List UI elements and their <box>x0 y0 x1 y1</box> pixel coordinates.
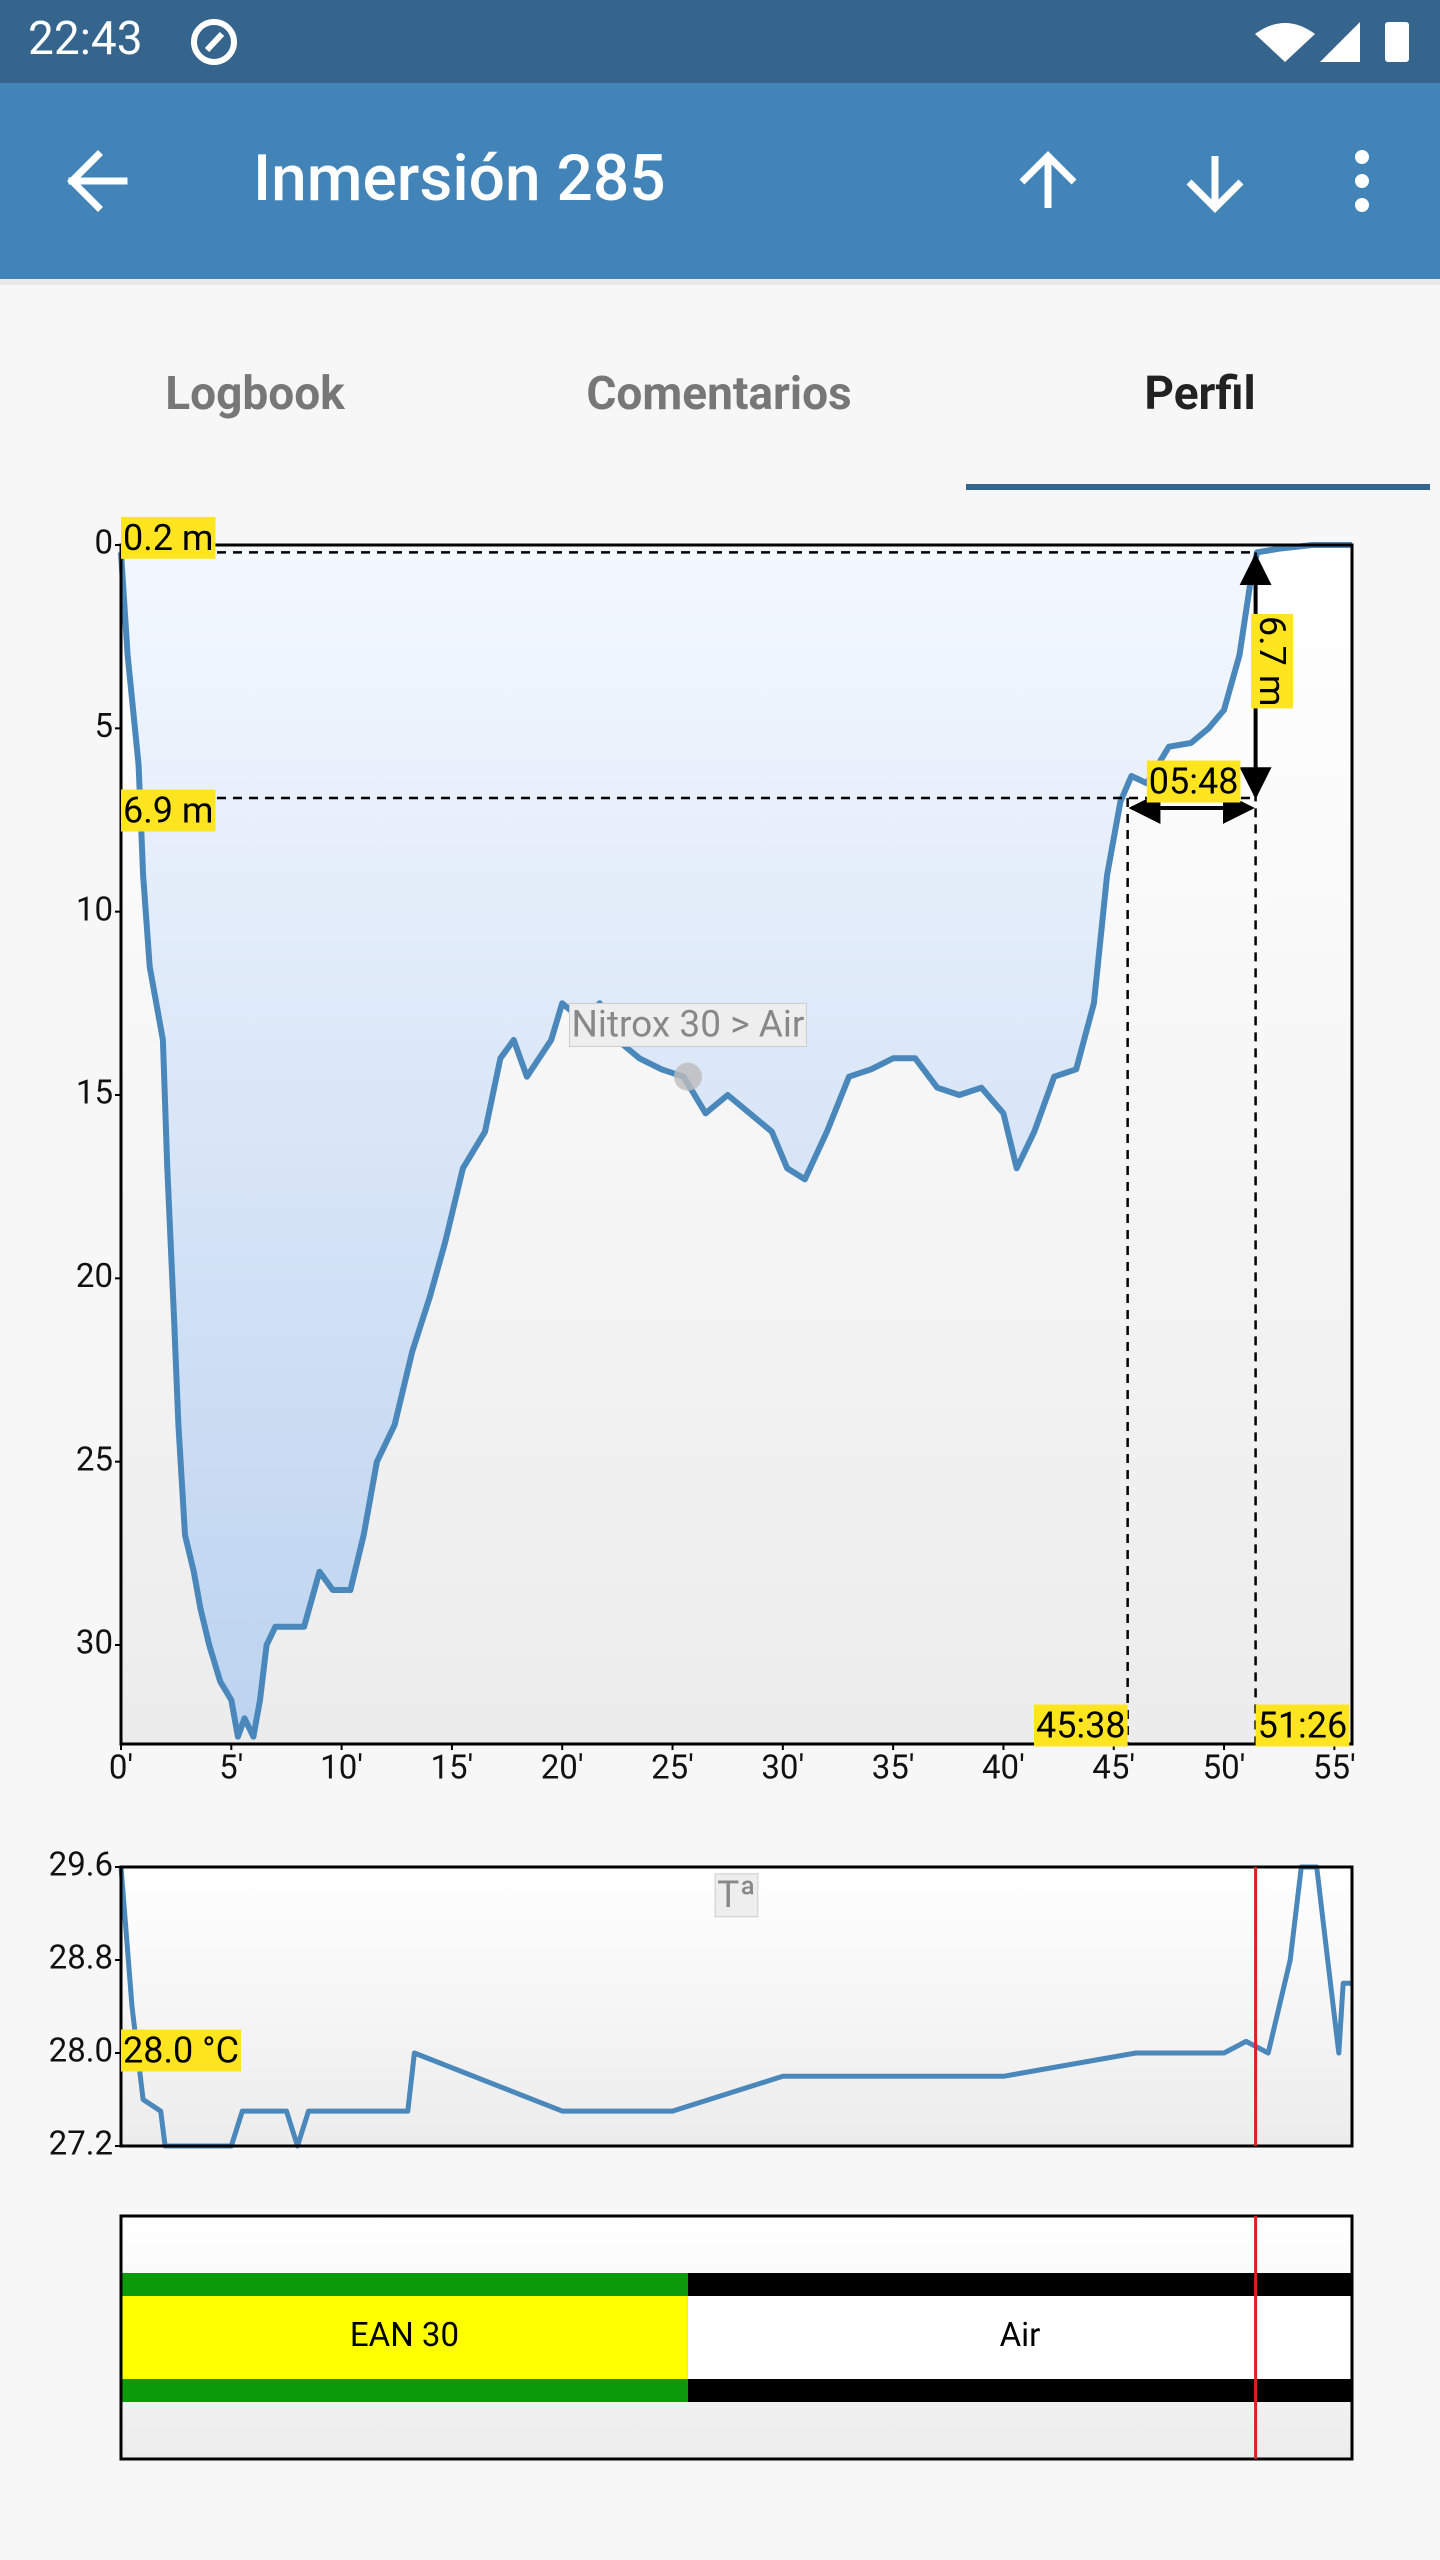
status-icons <box>1255 22 1409 62</box>
time-marker-label: 51:26 <box>1255 1704 1350 1747</box>
time-marker-label-bg <box>1033 1704 1128 1747</box>
depth-marker-label-bg <box>121 516 216 559</box>
time-marker-label-bg <box>1255 1704 1350 1747</box>
y-tick-label: 0 <box>94 524 113 563</box>
time-marker-label-text: 45:38 <box>1036 1705 1126 1747</box>
tab-indicator <box>966 484 1430 490</box>
y-tick-label: 15 <box>76 1074 113 1113</box>
depth-marker-label-text: 0.2 m <box>123 517 213 559</box>
y-tick-label: 5 <box>94 707 113 746</box>
y-tick-label: 29.6 <box>49 1846 113 1885</box>
y-tick-label: 27.2 <box>49 2125 113 2164</box>
event-label: Nitrox 30 > Air <box>569 1002 807 1047</box>
depth-marker-label-text: 6.9 m <box>123 790 213 832</box>
depth-difference-label-text: 6.7 m <box>1251 616 1293 706</box>
y-tick-label: 28.0 <box>49 2032 113 2071</box>
event-label-text: Nitrox 30 > Air <box>572 1003 805 1046</box>
temperature-marker-label: 28.0 °C <box>121 2029 241 2072</box>
app-title: Inmersión 285 <box>253 141 666 216</box>
back-button[interactable] <box>67 150 128 212</box>
menu-button[interactable] <box>1355 150 1369 212</box>
area-fill <box>121 545 1352 1737</box>
chart-label: Tª <box>714 1873 759 1918</box>
plot-frame <box>119 2214 1354 2461</box>
plot-frame <box>119 543 1354 1746</box>
tab-bar: Logbook Comentarios Perfil <box>165 367 1430 490</box>
x-tick-label: 30' <box>761 1749 804 1788</box>
depth-marker-label: 6.9 m <box>121 789 216 832</box>
x-tick-label: 15' <box>430 1749 473 1788</box>
app-bar-shadow <box>0 279 1440 285</box>
tab[interactable]: Perfil <box>1144 367 1255 421</box>
tab[interactable]: Comentarios <box>586 367 851 421</box>
time-difference-label: 05:48 <box>1146 760 1241 803</box>
event-label-bg <box>569 1002 807 1047</box>
gas-label: Air <box>1000 2316 1041 2355</box>
x-tick-label: 20' <box>541 1749 584 1788</box>
depth-difference-label: 6.7 m <box>1251 613 1294 709</box>
temperature-marker-label-bg <box>121 2029 241 2072</box>
temperature-marker-label-text: 28.0 °C <box>123 2030 239 2072</box>
gas-label: EAN 30 <box>350 2316 459 2355</box>
y-tick-label: 20 <box>76 1257 113 1296</box>
x-tick-label: 35' <box>872 1749 915 1788</box>
plot-frame <box>119 1865 1354 2148</box>
time-marker-label-text: 51:26 <box>1258 1705 1348 1747</box>
x-tick-label: 40' <box>982 1749 1025 1788</box>
y-tick-label: 10 <box>76 890 113 929</box>
x-tick-label: 45' <box>1092 1749 1135 1788</box>
chart-label-bg <box>714 1873 759 1918</box>
chart-label-text: Tª <box>717 1874 756 1917</box>
time-difference-label-bg <box>1146 760 1241 803</box>
status-bar <box>0 0 1440 83</box>
x-tick-label: 55' <box>1313 1749 1356 1788</box>
previous-button[interactable] <box>1019 151 1077 208</box>
y-tick-label: 28.8 <box>49 1939 113 1978</box>
status-icon <box>191 19 237 65</box>
x-tick-label: 0' <box>109 1749 133 1788</box>
depth-difference-label-bg <box>1251 613 1294 709</box>
time-marker-label: 45:38 <box>1033 1704 1128 1747</box>
gas-segment <box>687 2296 1352 2379</box>
depth-marker-label-bg <box>121 789 216 832</box>
tab[interactable]: Logbook <box>165 367 346 421</box>
depth-marker-label: 0.2 m <box>121 516 216 559</box>
x-tick-label: 50' <box>1203 1749 1246 1788</box>
gas-segment <box>121 2296 688 2379</box>
y-tick-label: 25 <box>76 1440 113 1479</box>
y-tick-label: 30 <box>76 1624 113 1663</box>
x-tick-label: 25' <box>651 1749 694 1788</box>
app-bar <box>0 83 1440 279</box>
time-difference-label-text: 05:48 <box>1149 761 1239 803</box>
x-tick-label: 5' <box>219 1749 243 1788</box>
status-time: 22:43 <box>28 12 143 66</box>
next-button[interactable] <box>1186 156 1244 213</box>
event-marker <box>673 1062 702 1091</box>
x-tick-label: 10' <box>320 1749 363 1788</box>
